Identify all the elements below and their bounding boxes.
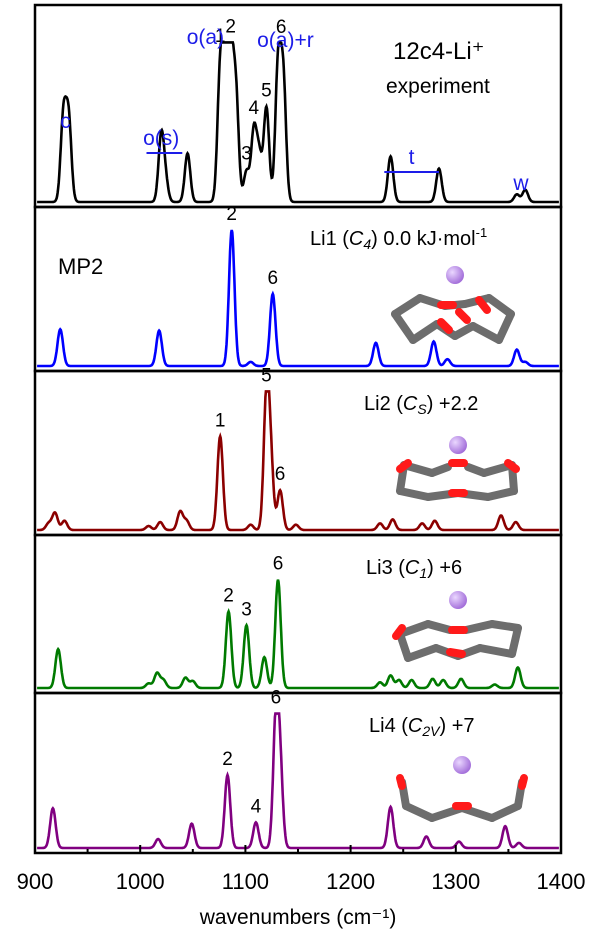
li4-spectrum-line xyxy=(37,712,559,850)
li1-molecule-illustration xyxy=(391,266,515,344)
peak-label-Li3-2: 2 xyxy=(223,586,234,607)
peak-label-Li1-6: 6 xyxy=(268,268,279,289)
peak-label-experiment-3: 3 xyxy=(241,144,252,165)
li1-caption: Li1 (C4) 0.0 kJ·mol-1 xyxy=(310,225,487,252)
panel-frame-li3 xyxy=(33,533,563,695)
peak-label-Li2-1: 1 xyxy=(215,410,226,431)
li4-caption: Li4 (C2V) +7 xyxy=(369,715,475,739)
peak-label-Li4-2: 2 xyxy=(222,749,233,770)
x-tick-label: 1300 xyxy=(431,869,480,894)
peak-label-experiment-5: 5 xyxy=(261,81,272,102)
experiment-spectrum-line xyxy=(37,41,559,204)
assignment-label-w: w xyxy=(512,172,529,195)
x-tick-label: 1100 xyxy=(222,869,269,894)
assignment-label-oa: o(a) xyxy=(187,26,224,49)
x-tick-label: 900 xyxy=(17,869,54,894)
assignment-label-os: o(s) xyxy=(143,127,179,150)
li2-molecule-illustration xyxy=(396,436,520,501)
li4-molecule-illustration xyxy=(396,756,528,822)
peak-label-Li3-6: 6 xyxy=(273,554,284,575)
method-label: MP2 xyxy=(58,254,103,279)
peak-label-Li4-6: 6 xyxy=(271,688,282,709)
peak-label-experiment-6: 6 xyxy=(276,17,287,38)
peak-label-Li2-5: 5 xyxy=(261,365,272,386)
assignment-label-c: c xyxy=(60,110,71,133)
li2-spectrum-line xyxy=(37,390,559,532)
x-tick-label: 1200 xyxy=(326,869,375,894)
li3-caption: Li3 (C1) +6 xyxy=(366,557,462,581)
peak-label-experiment-1: 1 xyxy=(215,26,226,47)
peak-label-Li2-6: 6 xyxy=(275,464,286,485)
peak-label-Li3-3: 3 xyxy=(241,599,252,620)
x-tick-label: 1000 xyxy=(116,869,165,894)
peak-label-experiment-2: 2 xyxy=(225,16,236,37)
peak-label-experiment-4: 4 xyxy=(249,98,260,119)
li3-spectrum-line xyxy=(37,579,559,690)
x-axis-label: wavenumbers (cm⁻¹) xyxy=(199,906,397,929)
peak-label-Li1-2: 2 xyxy=(226,204,237,225)
panel-frame-li2 xyxy=(33,369,563,537)
li2-caption: Li2 (CS) +2.2 xyxy=(364,393,478,417)
x-tick-label: 1400 xyxy=(537,869,586,894)
experiment-subtitle: experiment xyxy=(386,75,490,98)
panel-frame-li4 xyxy=(33,691,563,855)
li3-molecule-illustration xyxy=(392,591,522,662)
assignment-label-oar: o(a)+r xyxy=(257,29,314,52)
assignment-label-t: t xyxy=(409,146,415,169)
experiment-title: 12c4-Li⁺ xyxy=(393,38,484,65)
peak-label-Li4-4: 4 xyxy=(251,796,262,817)
li1-spectrum-line xyxy=(37,229,559,368)
